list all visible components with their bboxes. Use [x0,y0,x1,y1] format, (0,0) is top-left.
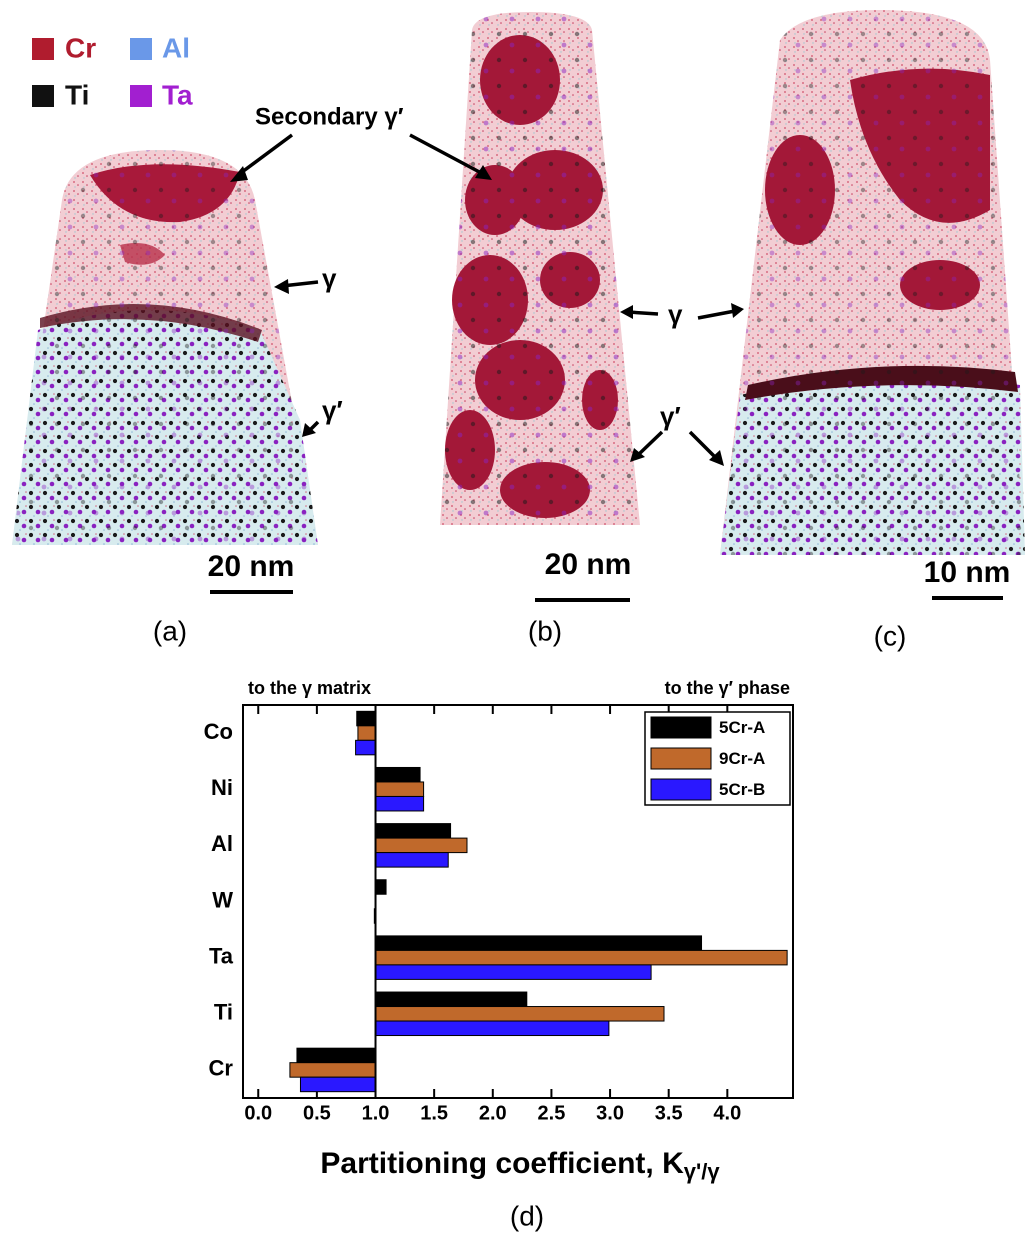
y-tick-label: Ti [214,1000,233,1025]
bar [375,991,528,1008]
legend-swatch [650,778,712,801]
annotation: γ′ [660,401,681,431]
tip-c [720,10,1025,555]
legend-swatch [130,38,152,60]
y-tick-label: Cr [209,1056,234,1081]
bar [375,766,421,783]
legend-label: Ti [65,79,89,110]
scale-bars [210,590,1003,602]
bar [375,795,425,812]
plot-frame [242,704,794,1099]
y-tick-label: Al [211,831,233,856]
scale-label: 20 nm [208,550,295,583]
bar [355,739,377,756]
bar [375,852,449,868]
y-tick-label: Co [204,719,233,744]
panel-label: (d) [510,1200,544,1231]
annotation: to the γ matrix [248,678,371,698]
bar [299,1076,377,1093]
legend-label: 9Cr-A [719,749,765,768]
legend-swatch [130,85,152,107]
annotation: γ [322,263,337,293]
legend-label: Cr [65,32,96,63]
legend-label: 5Cr-A [719,718,765,737]
bar [375,935,703,951]
x-axis-label-subscript: γ'/γ [684,1159,721,1184]
panel-label: (b) [528,615,562,646]
annotation: γ [668,299,683,329]
bar [375,1020,610,1037]
panel-label: (a) [153,615,187,646]
bar [296,1047,377,1064]
y-tick-label: Ta [209,943,234,968]
legend-swatch [650,716,712,739]
bar [375,837,468,854]
legend-swatch [32,38,54,60]
x-tick-label: 2.0 [479,1102,507,1124]
element-legend: Cr Al Ti Ta [32,32,193,110]
y-tick-label: W [212,887,233,912]
scale-label: 10 nm [924,556,1011,589]
x-tick-label: 0.5 [303,1102,331,1124]
arrows [230,133,744,466]
bar [356,710,377,727]
tip-a [12,150,318,545]
x-tick-label: 3.0 [596,1102,624,1124]
x-tick-label: 2.5 [538,1102,566,1124]
tip-b [440,12,640,525]
x-tick-label: 1.0 [362,1102,390,1124]
legend-swatch [32,85,54,107]
bar [375,1006,665,1022]
bar [375,964,652,980]
bar [375,949,788,966]
x-axis-label-main: Partitioning coefficient, K [320,1147,684,1180]
scale-label: 20 nm [545,548,632,581]
x-tick-label: 4.0 [713,1102,741,1124]
x-tick-label: 1.5 [420,1102,448,1124]
bar [375,781,425,797]
x-tick-label: 3.5 [655,1102,683,1124]
legend-swatch [650,747,712,770]
legend-label: 5Cr-B [719,780,765,799]
panel-label: (c) [874,620,907,651]
legend-label: Ta [162,79,193,110]
legend-label: Al [162,32,190,63]
annotation: γ′ [322,395,343,425]
bar [357,725,377,741]
x-axis-label: Partitioning coefficient, Kγ'/γ [320,1147,720,1184]
bar [375,879,387,895]
annotation: Secondary γ′ [255,103,404,130]
y-tick-label: Ni [211,775,233,800]
bar [289,1062,377,1078]
x-tick-label: 0.0 [244,1102,272,1124]
annotation: to the γ′ phase [665,678,790,698]
bar [375,823,452,839]
